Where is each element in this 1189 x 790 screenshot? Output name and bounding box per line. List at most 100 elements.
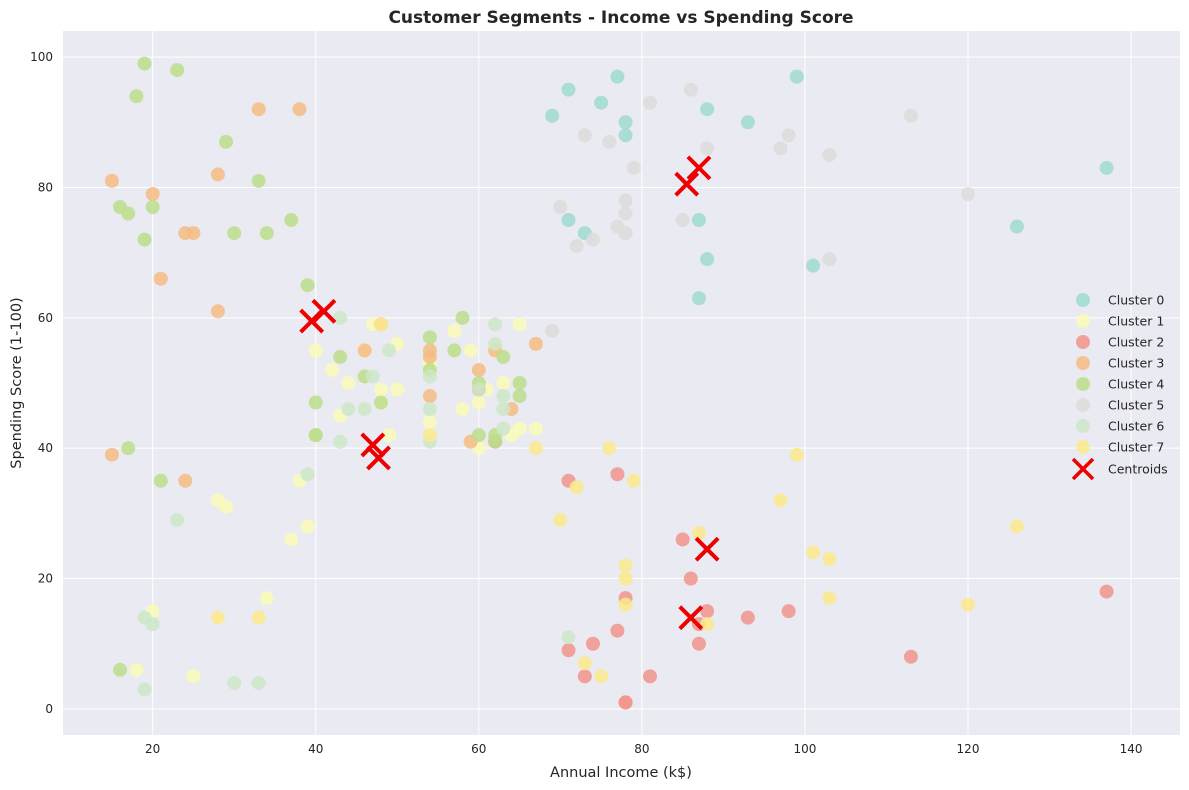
data-point [153,473,168,488]
data-point [789,69,804,84]
data-point [227,226,242,241]
data-point [121,206,136,221]
legend-label: Centroids [1108,462,1168,477]
centroid-marker [299,308,325,334]
legend-label: Cluster 3 [1108,356,1164,371]
data-point [781,128,796,143]
data-point [594,95,609,110]
data-point [284,213,299,228]
data-point [903,649,918,664]
data-point [1009,519,1024,534]
plot-area [63,31,1180,735]
data-point [602,134,617,149]
legend-item: Centroids [1071,457,1168,481]
legend-swatch [1076,293,1090,307]
data-point [553,200,568,214]
data-point [618,193,633,208]
data-point [512,389,527,404]
data-point [488,336,503,351]
data-point [210,167,225,182]
legend: Cluster 0 Cluster 1 Cluster 2 Cluster 3 Clus… [1071,293,1168,481]
data-point [104,447,119,462]
data-point [129,89,144,104]
centroid-marker [678,605,704,631]
centroid-markers [299,155,720,631]
data-point [447,323,462,338]
data-point [618,115,633,130]
data-point [333,310,348,325]
data-point [553,512,568,527]
series-cluster-5 [545,82,976,338]
data-point [488,317,503,332]
x-tick-label: 80 [634,742,649,756]
data-point [773,493,788,508]
data-point [577,656,592,671]
data-point [357,402,372,417]
y-tick-label: 80 [38,180,53,194]
legend-item: Cluster 4 [1076,377,1164,392]
data-point [626,473,641,488]
data-point [210,304,225,319]
data-point [496,402,511,417]
data-point [822,147,837,162]
data-point [643,95,658,110]
data-point [186,669,201,684]
data-point [447,343,462,358]
data-point [259,591,274,606]
data-point [561,213,576,228]
data-point [153,271,168,286]
data-point [610,623,625,638]
data-point [569,480,584,495]
data-point [618,206,633,221]
data-point [528,336,543,351]
data-point [333,349,348,364]
data-point [618,597,633,612]
data-point [365,369,380,384]
legend-swatch [1076,419,1090,433]
y-tick-label: 20 [38,572,53,586]
legend-swatch [1076,440,1090,454]
data-point [618,226,633,241]
legend-label: Cluster 0 [1108,293,1164,308]
legend-swatch [1076,356,1090,370]
data-point [178,473,193,488]
data-point [691,291,706,306]
legend-label: Cluster 4 [1108,377,1164,392]
data-point [455,310,470,325]
data-point [455,402,470,417]
data-point [341,402,356,417]
data-point [325,362,340,377]
data-point [333,434,348,449]
data-point [373,317,388,332]
data-point [471,362,486,377]
data-point [186,226,201,241]
legend-item: Cluster 2 [1076,335,1164,350]
data-point [300,278,315,293]
data-point [773,141,788,156]
legend-swatch [1076,377,1090,391]
data-point [822,591,837,606]
legend-label: Cluster 5 [1108,398,1164,413]
legend-item: Cluster 1 [1076,314,1164,329]
data-point [822,552,837,566]
series-cluster-7 [210,317,1024,684]
data-point [496,349,511,364]
centroid-marker [360,432,386,458]
data-point [390,382,405,397]
legend-label: Cluster 7 [1108,440,1164,455]
data-point [602,441,617,456]
data-point [512,376,527,390]
data-point [691,636,706,651]
data-point [357,343,372,358]
data-point [422,415,437,430]
legend-item: Cluster 0 [1076,293,1164,308]
data-point [121,441,136,456]
data-point [471,395,486,410]
data-point [618,695,633,710]
data-point [512,421,527,436]
data-point [382,428,397,443]
data-points [104,56,1114,710]
data-point [145,200,160,214]
